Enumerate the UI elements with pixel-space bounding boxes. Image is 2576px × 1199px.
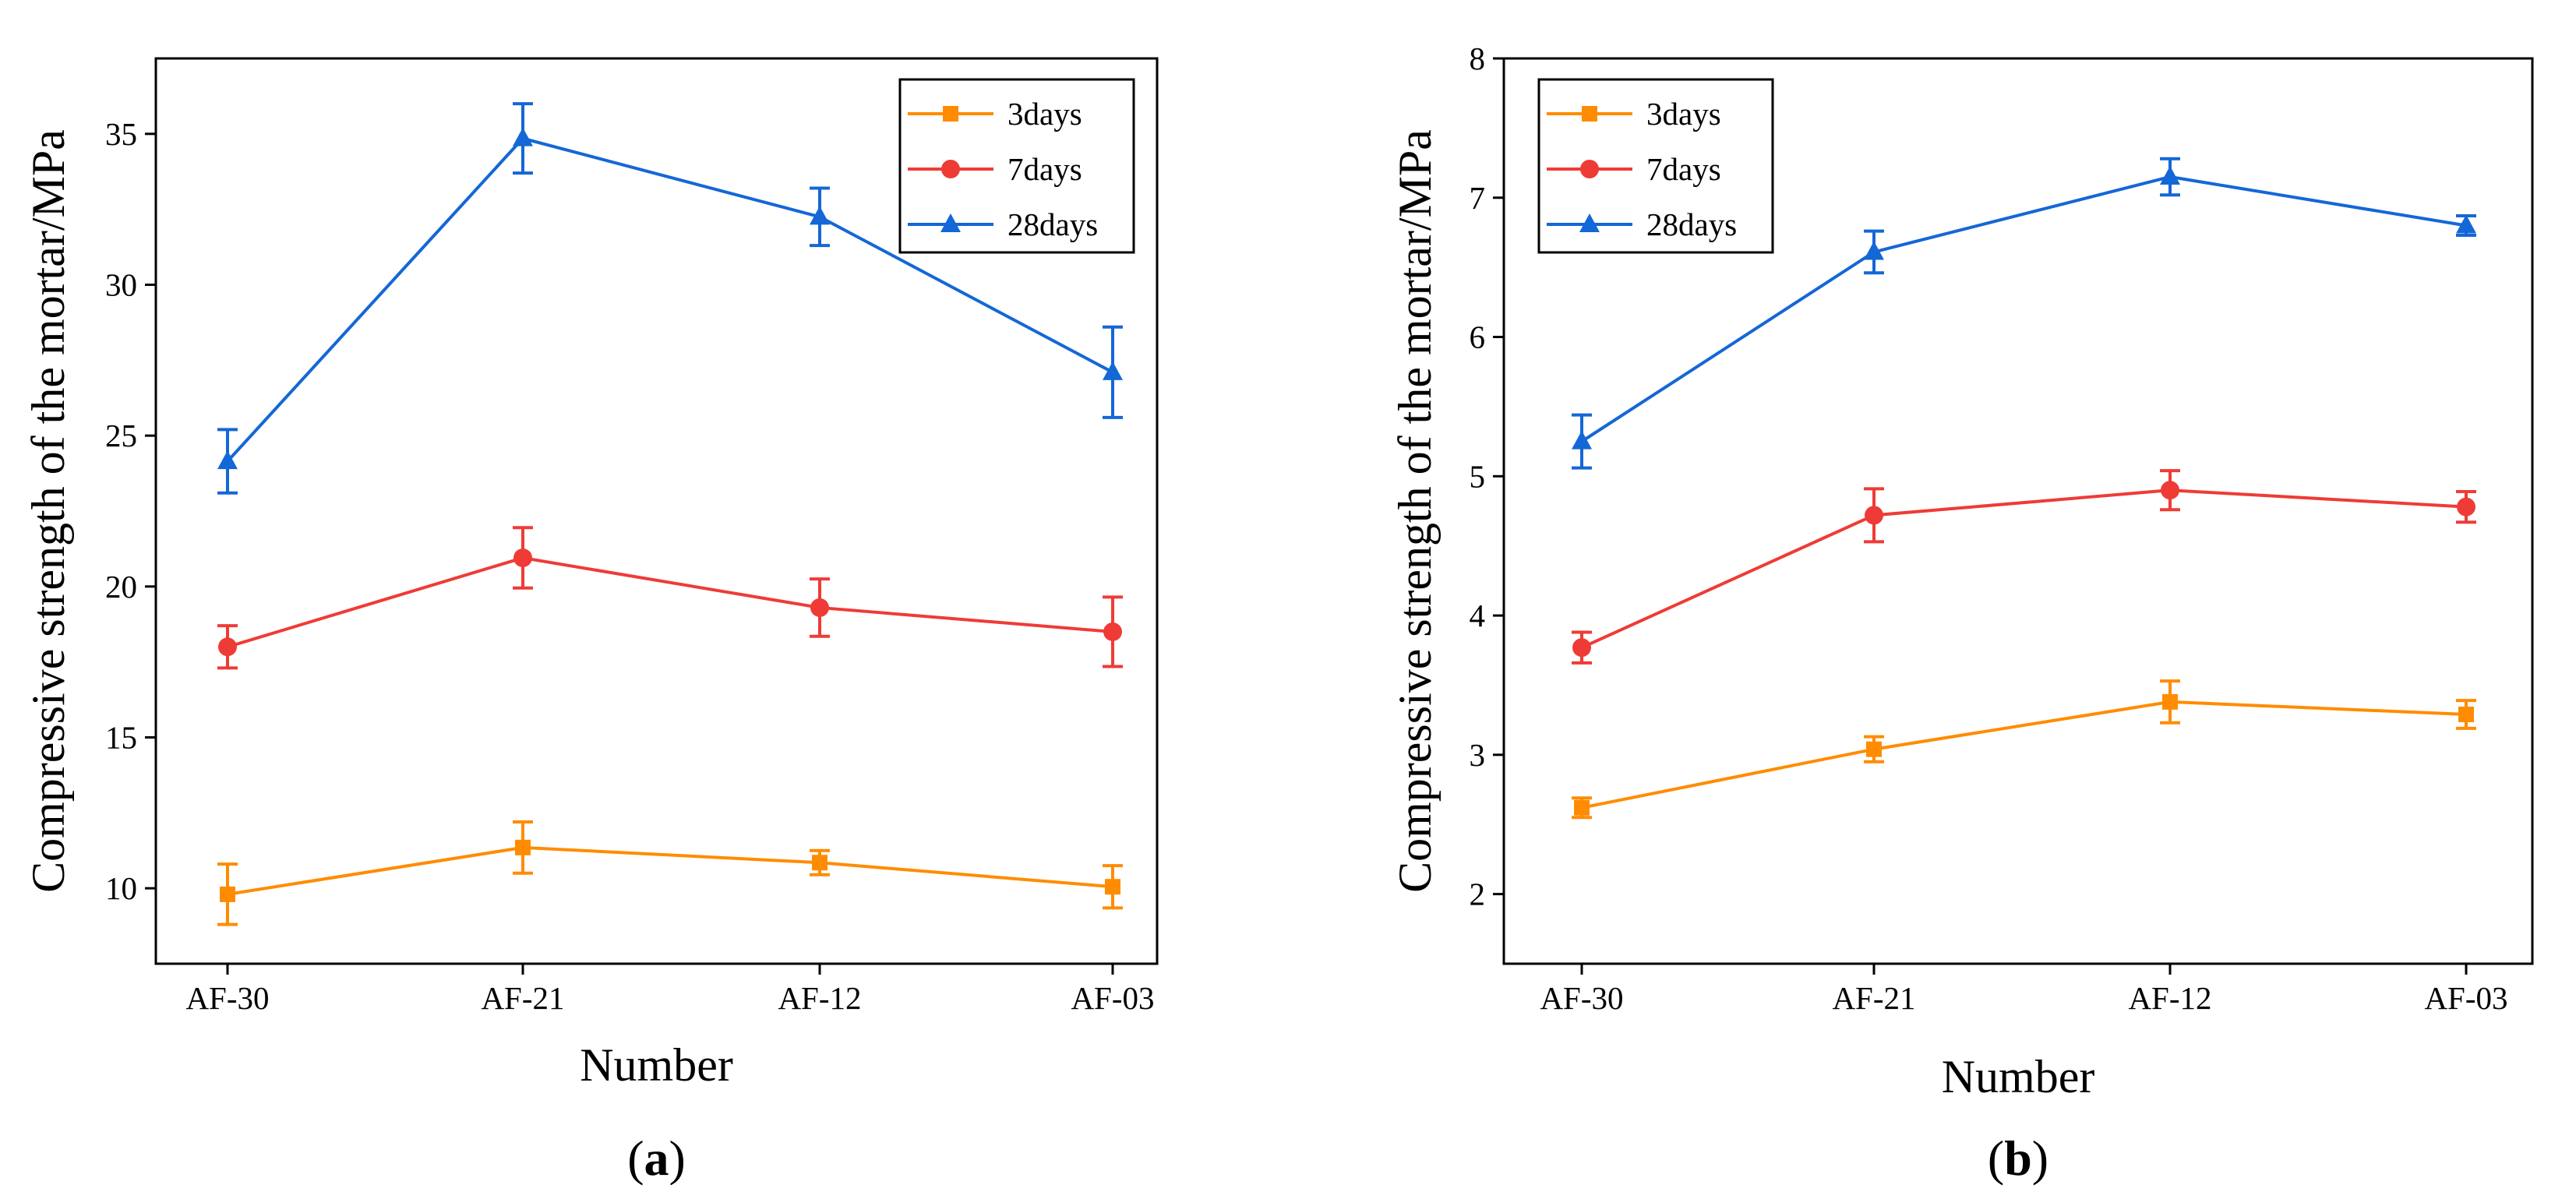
- x-axis-title: Number: [1942, 1051, 2095, 1102]
- y-tick-label: 35: [105, 116, 137, 152]
- y-tick-label: 30: [105, 267, 137, 303]
- panel-label: b: [2004, 1130, 2032, 1186]
- y-tick-label: 20: [105, 569, 137, 605]
- series-line: [227, 555, 1113, 649]
- data-point: [2456, 214, 2476, 234]
- series-line: [226, 136, 1113, 463]
- legend-swatch-marker: [1579, 213, 1600, 232]
- data-point: [1866, 741, 1882, 757]
- data-point: [2458, 707, 2474, 723]
- data-point: [220, 886, 235, 902]
- data-point: [2160, 165, 2180, 185]
- data-point: [810, 598, 829, 617]
- panel-caption: (a): [627, 1130, 686, 1186]
- legend-label: 7days: [1007, 151, 1082, 187]
- y-tick-label: 8: [1470, 41, 1486, 76]
- legend-label: 28days: [1007, 206, 1098, 242]
- series-28days: [1572, 157, 2476, 470]
- data-point: [2161, 481, 2179, 500]
- data-point: [515, 839, 531, 855]
- legend-label: 3days: [1646, 96, 1721, 132]
- legend-label: 28days: [1646, 206, 1737, 242]
- data-point: [1574, 799, 1590, 816]
- y-tick-label: 25: [105, 418, 137, 453]
- series-line: [1580, 175, 2467, 443]
- data-point: [812, 855, 827, 871]
- y-tick-label: 7: [1470, 180, 1486, 216]
- y-tick-label: 15: [105, 720, 137, 756]
- data-point: [1105, 879, 1120, 895]
- x-tick-label: AF-30: [1540, 980, 1623, 1016]
- data-point: [2457, 497, 2475, 517]
- x-tick-label: AF-03: [1071, 980, 1154, 1016]
- data-point: [1572, 430, 1592, 450]
- series-line: [1581, 488, 2467, 650]
- x-tick-label: AF-21: [1832, 980, 1915, 1016]
- data-point: [1572, 638, 1591, 658]
- caption-paren: ): [2032, 1130, 2048, 1186]
- x-tick-label: AF-30: [185, 980, 269, 1016]
- x-tick-label: AF-12: [778, 980, 861, 1016]
- series-3days: [217, 820, 1123, 926]
- plot-frame: [1502, 57, 2534, 965]
- series-7days: [1572, 469, 2476, 665]
- data-point: [810, 206, 830, 225]
- data-point: [1865, 506, 1883, 525]
- legend-swatch-marker: [1582, 106, 1597, 122]
- y-tick-label: 5: [1470, 458, 1486, 494]
- legend: 3days 7days 28days: [1537, 78, 1774, 254]
- data-point: [513, 548, 532, 568]
- x-tick-label: AF-12: [2128, 980, 2211, 1016]
- x-axis-title: Number: [580, 1039, 733, 1091]
- plot-frame: [154, 57, 1159, 965]
- y-axis-title: Compressive strength of the mortar/MPa: [23, 129, 74, 893]
- legend-swatch-marker: [940, 213, 961, 232]
- y-tick-label: 4: [1470, 598, 1486, 633]
- legend-label: 7days: [1646, 151, 1721, 187]
- legend-label: 3days: [1007, 96, 1082, 132]
- legend-swatch-marker: [943, 106, 958, 122]
- data-point: [1103, 361, 1123, 380]
- series-7days: [217, 526, 1123, 670]
- data-point: [218, 637, 237, 657]
- x-tick-label: AF-03: [2424, 980, 2507, 1016]
- legend: 3days 7days 28days: [898, 78, 1135, 254]
- caption-paren: (: [627, 1130, 644, 1186]
- legend-swatch-marker: [1580, 160, 1599, 178]
- legend-swatch-marker: [941, 160, 960, 178]
- y-tick-label: 3: [1470, 737, 1486, 773]
- chart-panel-a: 10 15 20 25 30 35 AF-30 AF-21 AF-12 AF-03 Compress…: [23, 57, 1159, 1186]
- chart-panel-b: 2 3 4 5 6 7 8 AF-30 AF-21 AF-12 AF-03 Compressive s…: [1389, 41, 2534, 1186]
- series-28days: [217, 102, 1123, 495]
- data-point: [2162, 693, 2178, 710]
- y-tick-label: 6: [1470, 319, 1486, 355]
- data-point: [513, 127, 533, 146]
- data-point: [1103, 622, 1122, 641]
- y-tick-label: 10: [105, 870, 137, 906]
- panel-label: a: [644, 1130, 669, 1186]
- series-line: [1581, 700, 2467, 809]
- caption-paren: ): [669, 1130, 686, 1186]
- series-line: [227, 845, 1113, 896]
- y-tick-label: 2: [1470, 876, 1486, 912]
- series-3days: [1572, 679, 2476, 820]
- panel-caption: (b): [1988, 1130, 2048, 1186]
- data-point: [1864, 241, 1884, 260]
- caption-paren: (: [1988, 1130, 2004, 1186]
- y-axis-title: Compressive strength of the mortar/MPa: [1389, 129, 1441, 893]
- x-tick-label: AF-21: [481, 980, 564, 1016]
- data-point: [217, 450, 238, 470]
